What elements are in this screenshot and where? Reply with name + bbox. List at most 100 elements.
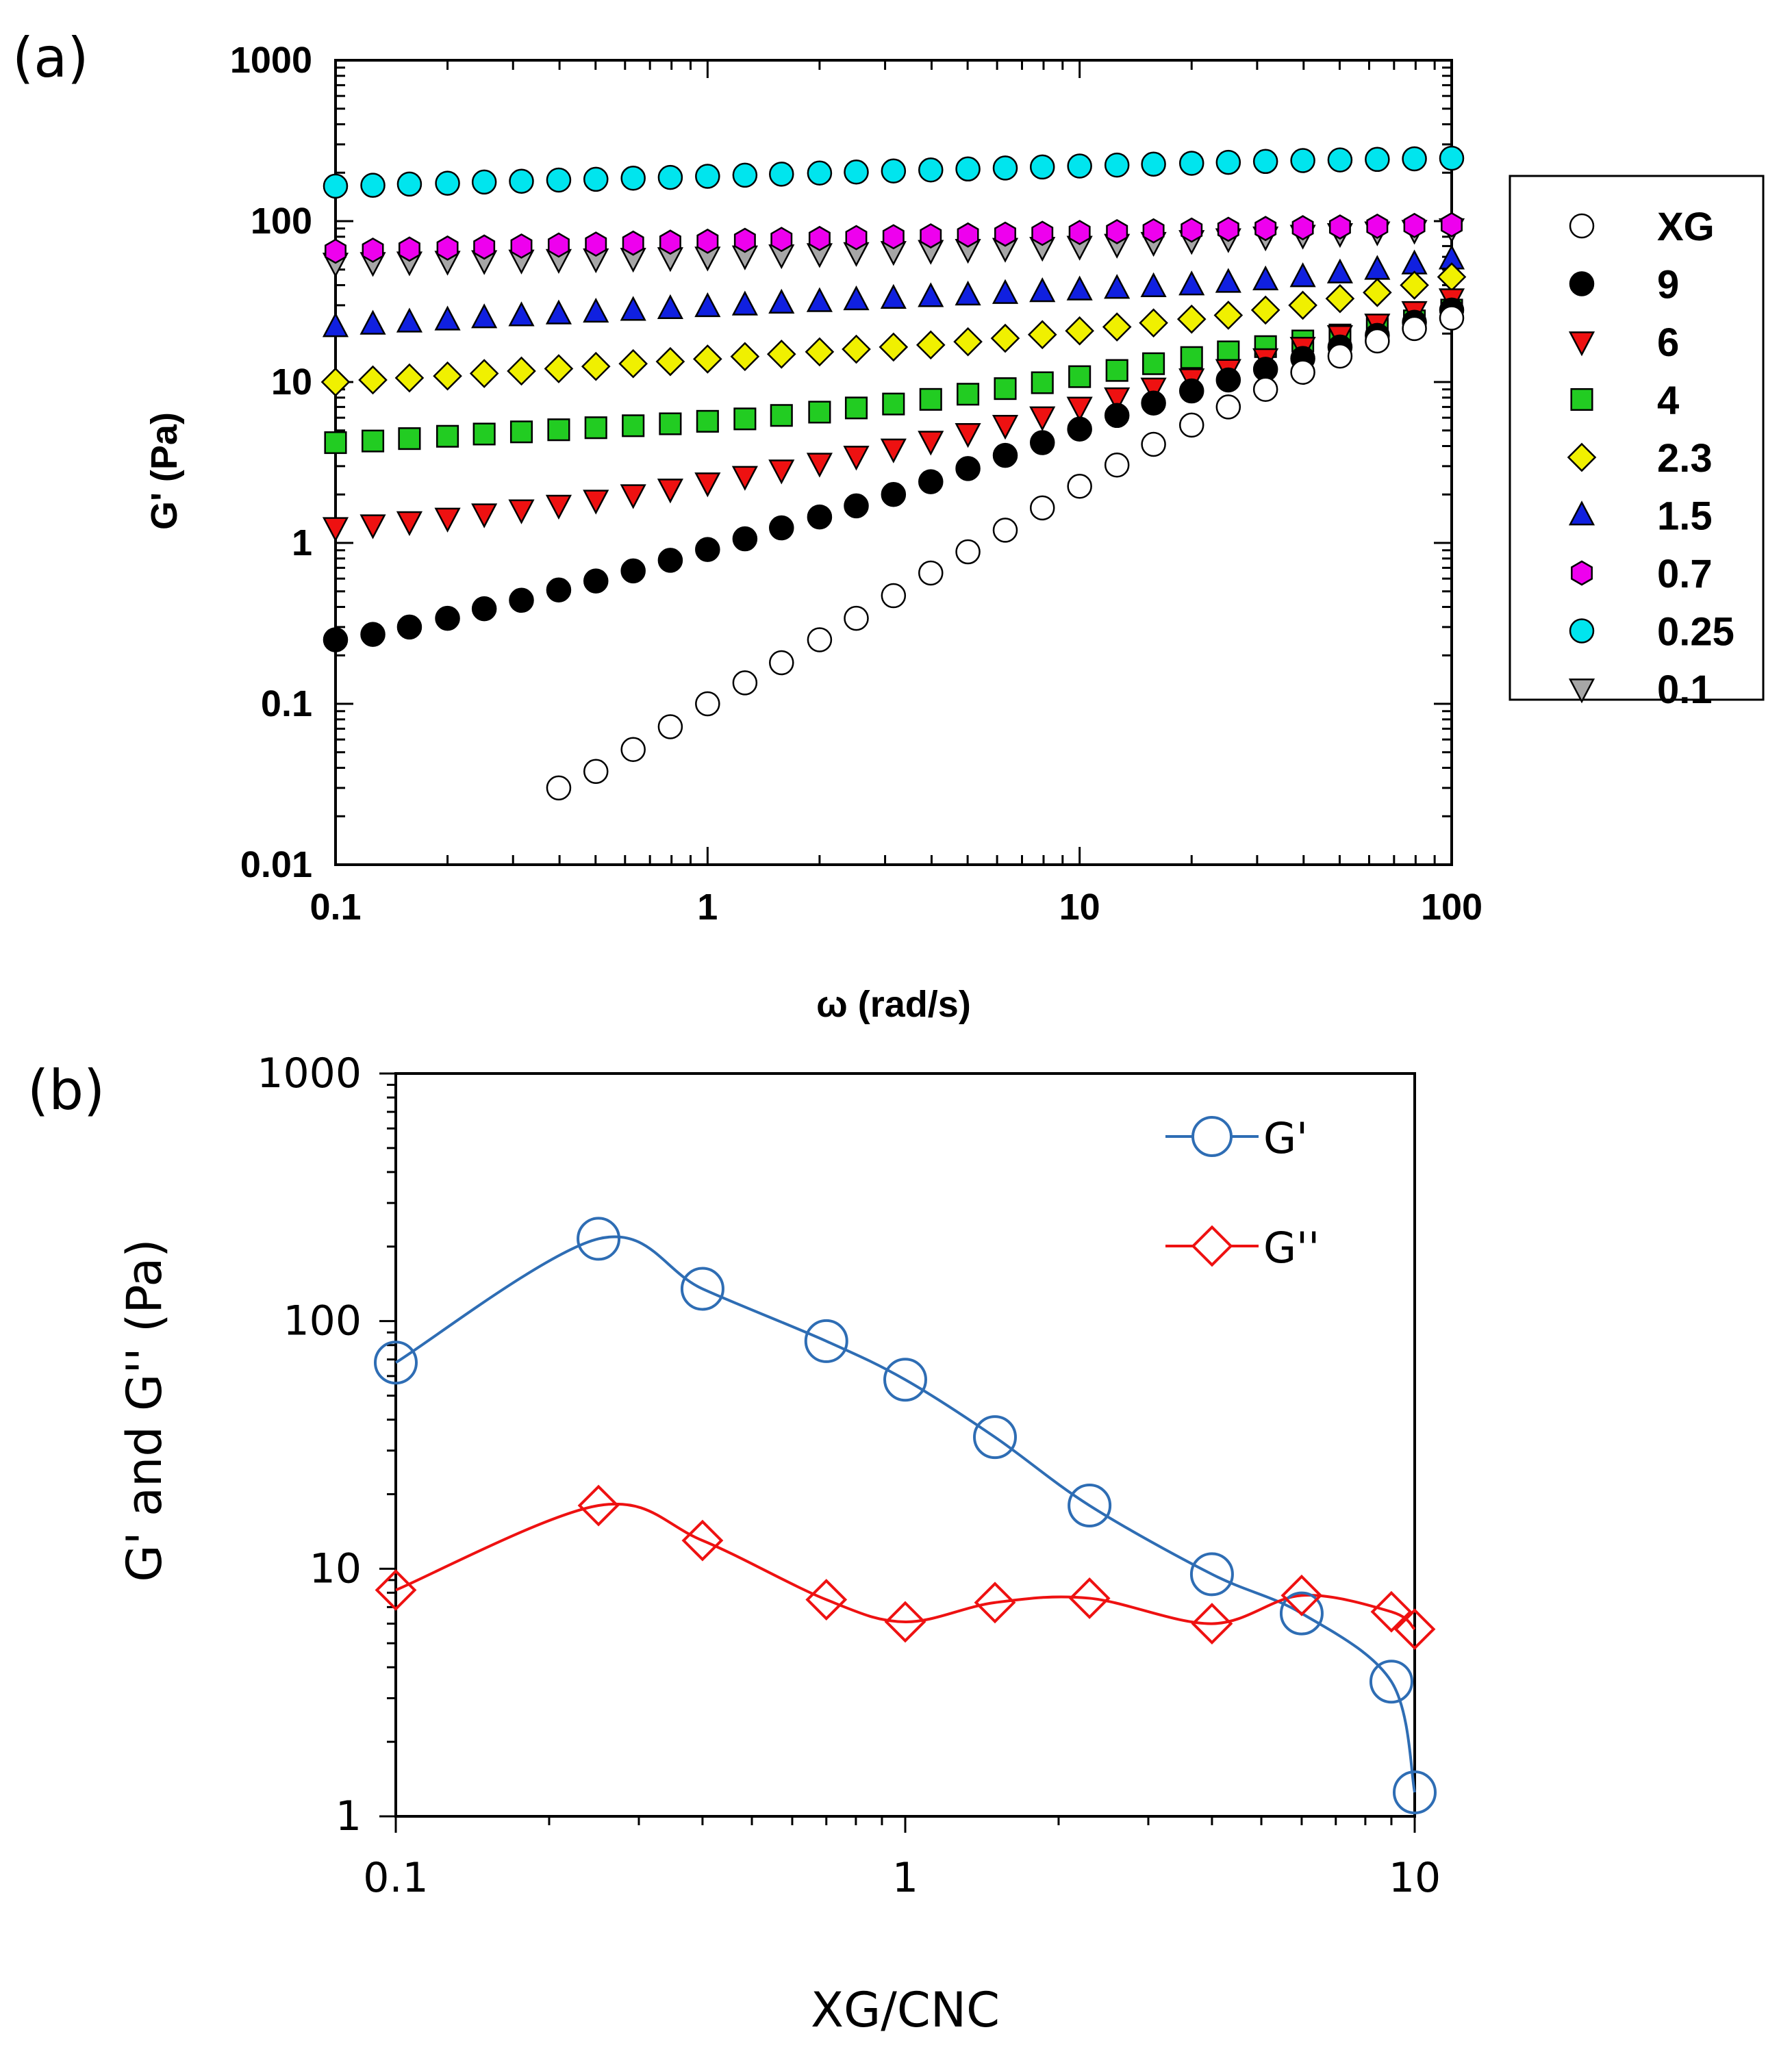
data-point bbox=[1142, 352, 1165, 375]
data-point bbox=[1104, 403, 1130, 429]
data-point bbox=[1141, 151, 1166, 177]
data-point bbox=[472, 422, 496, 446]
legend-label: 0.1 bbox=[1657, 668, 1713, 712]
y-tick-label: 1 bbox=[292, 522, 312, 563]
data-point bbox=[620, 558, 646, 584]
data-point bbox=[398, 427, 421, 450]
data-point bbox=[1215, 149, 1241, 175]
data-point bbox=[583, 297, 609, 323]
data-point bbox=[805, 1579, 848, 1621]
data-point bbox=[731, 290, 758, 316]
data-point bbox=[1139, 308, 1168, 338]
x-tick-label: 1 bbox=[697, 887, 718, 928]
data-point bbox=[769, 650, 794, 676]
data-point bbox=[918, 560, 944, 586]
x-tick-label: 100 bbox=[1421, 887, 1482, 928]
data-point bbox=[919, 388, 942, 411]
data-point bbox=[1328, 214, 1351, 240]
data-point bbox=[681, 1519, 724, 1562]
data-point bbox=[1066, 396, 1093, 422]
data-point bbox=[768, 459, 795, 485]
data-point bbox=[843, 285, 870, 311]
data-point bbox=[916, 330, 946, 360]
data-point bbox=[1178, 412, 1204, 438]
data-point bbox=[622, 414, 645, 437]
y-tick-label: 100 bbox=[251, 201, 312, 242]
data-point bbox=[361, 429, 385, 453]
data-point bbox=[1067, 473, 1092, 499]
data-point bbox=[992, 442, 1018, 468]
data-point bbox=[1400, 270, 1429, 300]
x-tick-label: 10 bbox=[1059, 887, 1100, 928]
legend-item: 4 bbox=[1570, 379, 1679, 423]
legend-label: 9 bbox=[1657, 263, 1679, 307]
data-point bbox=[1280, 1574, 1323, 1616]
data-point bbox=[1066, 275, 1093, 301]
data-point bbox=[808, 225, 831, 251]
data-point bbox=[1364, 255, 1391, 280]
series-0.25 bbox=[323, 145, 1465, 199]
x-tick-label: 10 bbox=[1389, 1854, 1441, 1902]
x-tick-label: 1 bbox=[892, 1854, 918, 1902]
data-point bbox=[1366, 213, 1389, 239]
data-point bbox=[992, 415, 1019, 440]
data-point bbox=[695, 164, 720, 189]
panel-a-label: (a) bbox=[12, 26, 88, 90]
data-point bbox=[1104, 274, 1131, 299]
data-point bbox=[881, 482, 907, 507]
data-point bbox=[994, 221, 1016, 247]
data-point bbox=[732, 526, 758, 552]
data-point bbox=[1327, 343, 1353, 369]
legend-label: 0.7 bbox=[1657, 552, 1713, 596]
data-point bbox=[1031, 220, 1054, 246]
data-point bbox=[732, 162, 758, 188]
data-point bbox=[1369, 1660, 1413, 1704]
data-point bbox=[770, 404, 793, 427]
chart-b-xlabel: XG/CNC bbox=[811, 1982, 1000, 2038]
chart-a-frame bbox=[334, 59, 1453, 866]
data-point bbox=[362, 237, 384, 263]
legend-label: 6 bbox=[1657, 320, 1679, 365]
data-point bbox=[731, 466, 758, 491]
data-point bbox=[509, 168, 534, 194]
data-point bbox=[618, 348, 648, 379]
legend-marker bbox=[1568, 678, 1595, 704]
legend-marker bbox=[1567, 442, 1597, 472]
data-point bbox=[1180, 346, 1203, 369]
data-point bbox=[842, 334, 871, 364]
data-point bbox=[1393, 1608, 1436, 1651]
data-point bbox=[1027, 320, 1057, 350]
legend-label: 4 bbox=[1657, 379, 1679, 423]
data-point bbox=[955, 156, 981, 182]
series-2.3 bbox=[320, 262, 1467, 397]
data-point bbox=[1250, 295, 1280, 325]
data-point bbox=[546, 577, 572, 602]
data-point bbox=[659, 229, 681, 255]
panel-b-label: (b) bbox=[27, 1058, 105, 1122]
legend-item: 6 bbox=[1568, 320, 1679, 365]
data-point bbox=[436, 235, 459, 261]
data-point bbox=[1288, 290, 1317, 320]
data-point bbox=[510, 233, 533, 259]
data-point bbox=[325, 238, 346, 264]
data-point bbox=[1029, 277, 1056, 303]
data-point bbox=[1365, 147, 1390, 173]
data-point bbox=[1215, 367, 1241, 393]
data-point bbox=[1279, 1591, 1324, 1636]
data-point bbox=[1067, 153, 1092, 179]
data-point bbox=[657, 714, 683, 739]
data-point bbox=[1402, 316, 1427, 342]
chart-a-xlabel: ω (rad/s) bbox=[816, 984, 971, 1025]
data-point bbox=[1029, 154, 1055, 180]
data-point bbox=[1104, 452, 1130, 478]
data-point bbox=[1365, 328, 1390, 354]
series-line-g-double-prime bbox=[395, 1502, 1416, 1631]
data-point bbox=[920, 223, 942, 249]
data-point bbox=[730, 342, 760, 372]
data-point bbox=[1178, 378, 1204, 404]
data-point bbox=[953, 327, 983, 357]
data-point bbox=[770, 227, 793, 253]
data-point bbox=[434, 305, 461, 331]
data-point bbox=[1031, 371, 1054, 394]
data-point bbox=[804, 1319, 848, 1363]
